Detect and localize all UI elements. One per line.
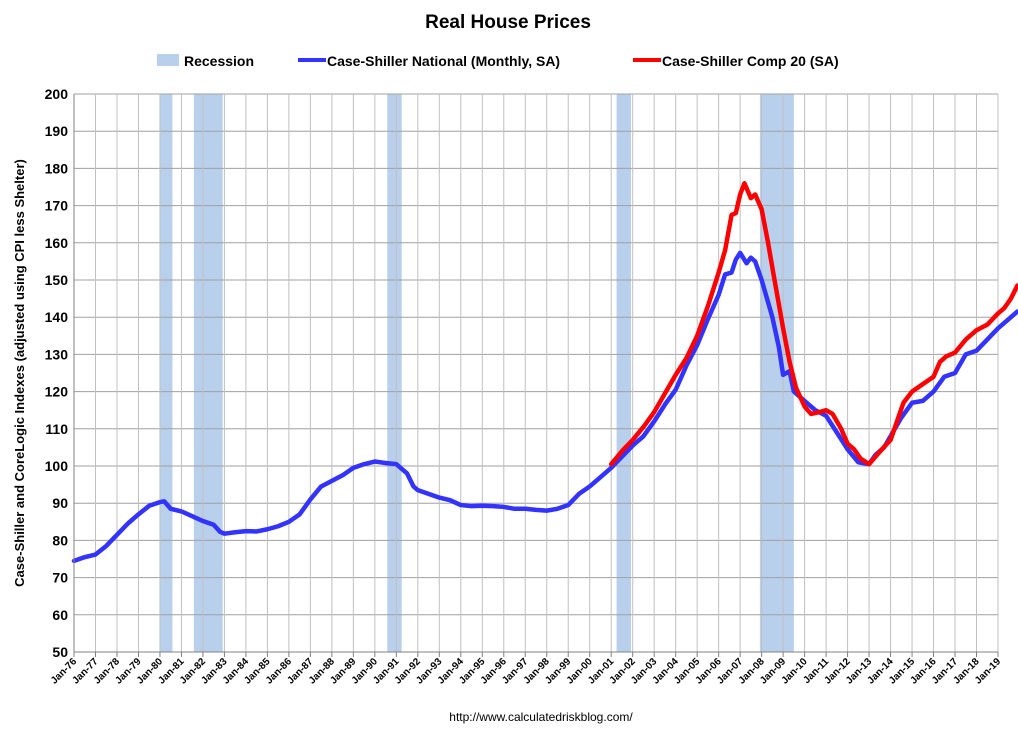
legend-comp20-label: Case-Shiller Comp 20 (SA) <box>662 53 839 69</box>
y-tick-label: 50 <box>52 644 68 660</box>
y-tick-label: 60 <box>52 607 68 623</box>
y-tick-label: 90 <box>52 495 68 511</box>
y-tick-label: 100 <box>45 458 69 474</box>
series-line-comp20 <box>608 181 1018 467</box>
recession-band <box>159 94 173 652</box>
x-tick-labels: Jan-76Jan-77Jan-78Jan-79Jan-80Jan-81Jan-… <box>49 656 1003 686</box>
y-tick-label: 190 <box>45 123 69 139</box>
y-tick-label: 110 <box>45 421 68 437</box>
y-tick-label: 80 <box>52 532 68 548</box>
recession-band <box>387 94 402 652</box>
chart-title: Real House Prices <box>425 12 591 33</box>
y-tick-label: 170 <box>45 198 69 214</box>
y-tick-label: 130 <box>45 346 69 362</box>
recession-band <box>193 94 223 652</box>
series-line-national <box>71 250 1018 564</box>
y-tick-label: 140 <box>45 309 69 325</box>
y-tick-label: 180 <box>45 160 69 176</box>
y-tick-label: 70 <box>52 570 68 586</box>
series-lines <box>71 181 1018 564</box>
source-url: http://www.calculatedriskblog.com/ <box>449 710 633 724</box>
y-tick-labels: 50 60 70 80 90 100 110 120 130 140 150 160 170 180 190… <box>45 86 69 660</box>
y-tick-label: 160 <box>45 235 69 251</box>
legend: Recession Case-Shiller National (Monthly… <box>157 53 839 69</box>
legend-national-label: Case-Shiller National (Monthly, SA) <box>327 53 560 69</box>
legend-recession-swatch <box>157 54 179 66</box>
y-tick-label: 200 <box>45 86 69 102</box>
y-axis-label: Case-Shiller and CoreLogic Indexes (adju… <box>12 159 27 587</box>
recession-band <box>616 94 631 652</box>
legend-recession-label: Recession <box>184 53 254 69</box>
y-tick-label: 150 <box>45 272 69 288</box>
recession-bands <box>159 94 794 652</box>
axes <box>73 94 999 657</box>
y-tick-label: 120 <box>45 384 69 400</box>
